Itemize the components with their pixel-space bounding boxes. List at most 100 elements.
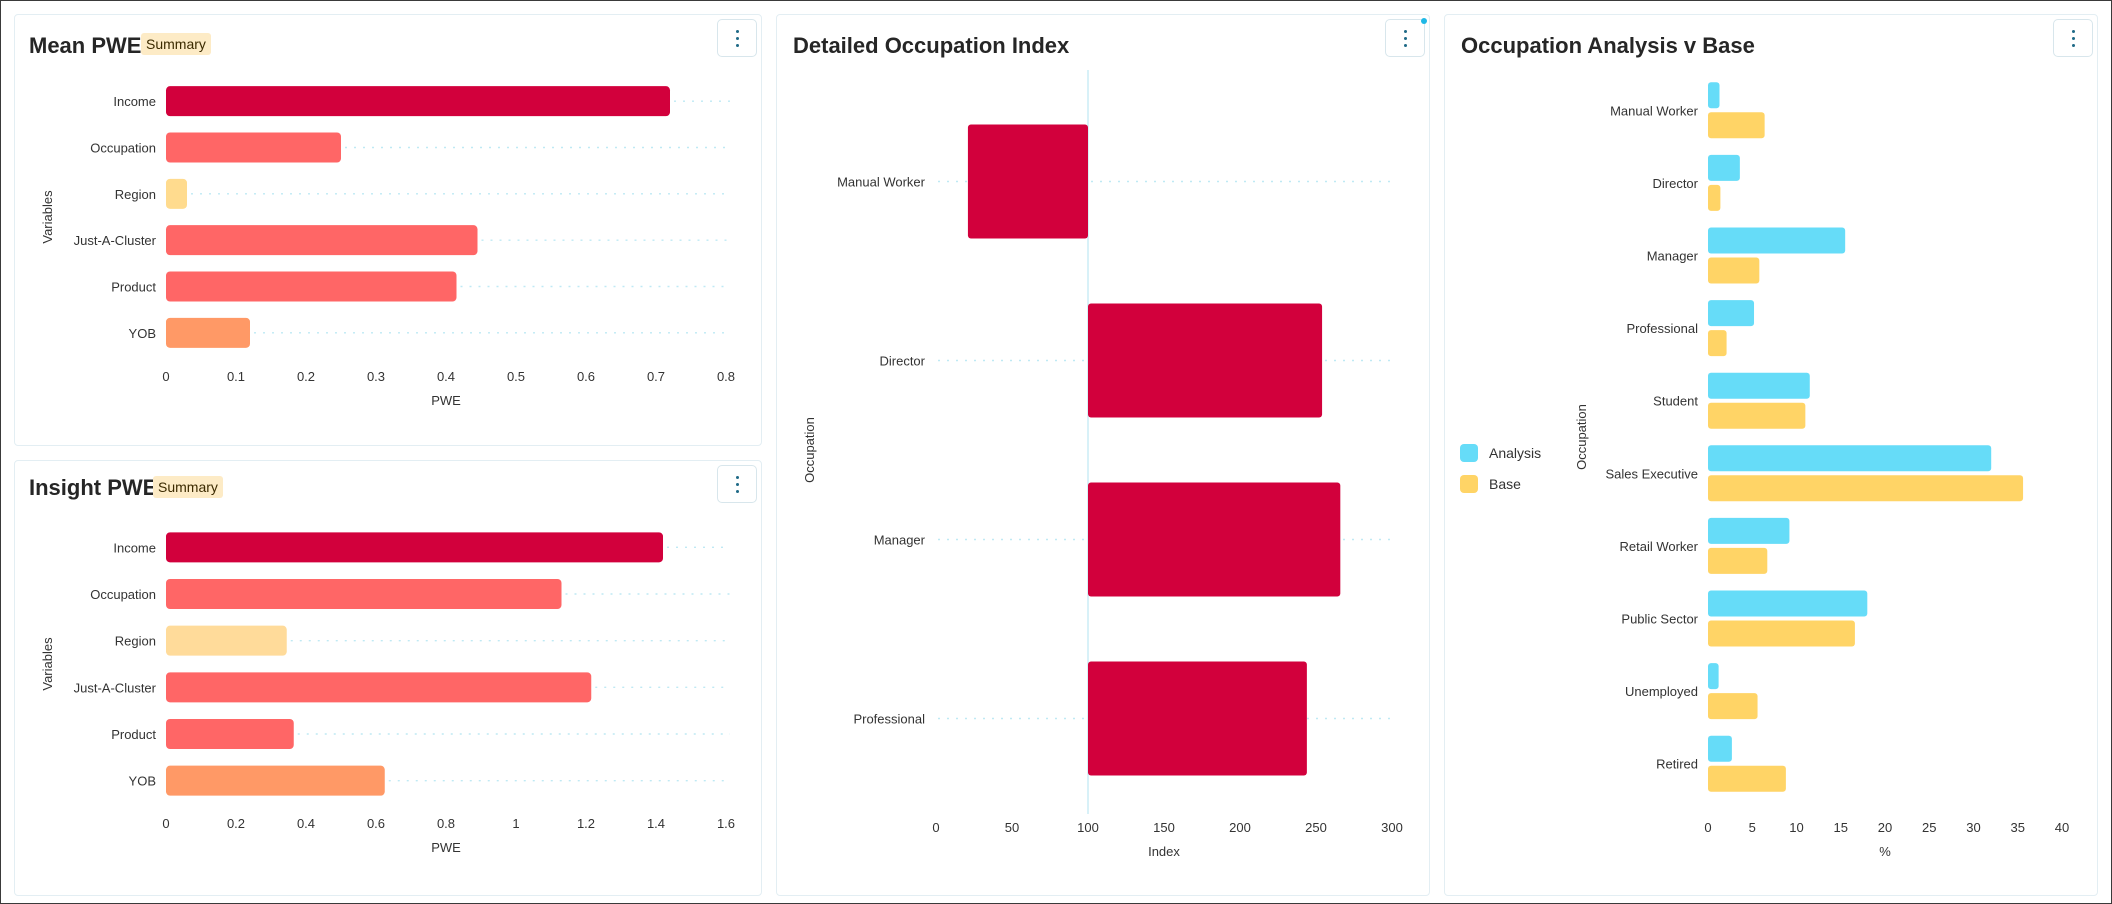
occupation_analysis-bar-base-manual-worker (1708, 112, 1765, 139)
insight_pwe-tick-label: 1 (512, 816, 519, 831)
occupation_analysis-tick-label: 15 (1834, 820, 1848, 835)
occupation_analysis-category-label-manual-worker: Manual Worker (1610, 103, 1699, 118)
occupation_analysis-bar-analysis-manager (1708, 227, 1846, 254)
occupation_analysis-tick-label: 25 (1922, 820, 1936, 835)
occupation_analysis-category-label-public-sector: Public Sector (1621, 612, 1698, 627)
mean_pwe-bar-just-a-cluster (166, 225, 478, 256)
occupation_analysis-category-label-manager: Manager (1647, 249, 1699, 264)
occupation_analysis-tick-label: 40 (2055, 820, 2069, 835)
detailed_occupation-tick-label: 50 (1005, 820, 1019, 835)
occupation_analysis-tick-label: 20 (1878, 820, 1892, 835)
occupation_analysis-bar-base-student (1708, 402, 1806, 429)
mean_pwe-tick-label: 0 (162, 369, 169, 384)
occupation_analysis-chart: Manual Worker Director Manager Professional… (1460, 82, 2069, 859)
insight_pwe-x-axis-label: PWE (431, 840, 461, 855)
detailed_occupation-category-label-director: Director (879, 354, 925, 369)
mean-pwe-summary-badge[interactable]: Summary (141, 33, 211, 55)
insight_pwe-tick-label: 0.4 (297, 816, 315, 831)
detailed_occupation-bar-manual-worker (967, 124, 1088, 239)
detailed_occupation-tick-label: 200 (1229, 820, 1251, 835)
occupation_analysis-bar-base-manager (1708, 257, 1760, 284)
insight_pwe-tick-label: 1.2 (577, 816, 595, 831)
mean_pwe-tick-label: 0.2 (297, 369, 315, 384)
occupation_analysis-bar-analysis-student (1708, 372, 1810, 399)
occupation_analysis-bar-base-professional (1708, 330, 1727, 357)
insight_pwe-bar-yob (166, 765, 385, 796)
kebab-dot-icon (736, 30, 739, 33)
occupation_analysis-category-label-professional: Professional (1626, 321, 1698, 336)
kebab-dot-icon (1404, 30, 1407, 33)
insight_pwe-chart: Income Occupation Region Just-A-Cluster Prod… (40, 532, 735, 855)
mean_pwe-bar-yob (166, 317, 250, 348)
detailed-occupation-menu-button[interactable] (1385, 19, 1425, 57)
occupation_analysis-legend-label-base: Base (1489, 476, 1521, 492)
mean_pwe-category-label-occupation: Occupation (90, 141, 156, 156)
detailed_occupation-tick-label: 150 (1153, 820, 1175, 835)
insight_pwe-category-label-region: Region (115, 634, 156, 649)
notification-dot-icon (1421, 18, 1427, 24)
insight-pwe-summary-badge[interactable]: Summary (153, 476, 223, 498)
detailed_occupation-tick-label: 0 (932, 820, 939, 835)
occupation_analysis-category-label-student: Student (1653, 394, 1698, 409)
insight-pwe-menu-button[interactable] (717, 465, 757, 503)
occupation_analysis-bar-base-retail-worker (1708, 547, 1768, 574)
insight_pwe-category-label-product: Product (111, 727, 156, 742)
insight_pwe-bar-occupation (166, 579, 562, 609)
detailed_occupation-bar-director (1088, 303, 1323, 418)
occupation_analysis-bar-analysis-director (1708, 154, 1740, 181)
insight_pwe-tick-label: 1.4 (647, 816, 665, 831)
insight_pwe-tick-label: 0.6 (367, 816, 385, 831)
mean-pwe-title: Mean PWE (29, 33, 142, 58)
kebab-dot-icon (2072, 30, 2075, 33)
occupation_analysis-tick-label: 10 (1789, 820, 1803, 835)
occupation_analysis-bar-base-director (1708, 184, 1721, 211)
insight_pwe-category-label-yob: YOB (129, 774, 156, 789)
mean_pwe-chart: Income Occupation Region Just-A-Cluster Prod… (40, 86, 735, 408)
occupation_analysis-legend-swatch-base (1460, 475, 1478, 493)
detailed_occupation-chart: Manual Worker Director Manager Professional… (802, 70, 1403, 859)
occupation_analysis-bar-analysis-unemployed (1708, 663, 1719, 690)
occupation_analysis-tick-label: 0 (1704, 820, 1711, 835)
mean_pwe-category-label-region: Region (115, 187, 156, 202)
insight_pwe-category-label-income: Income (113, 540, 156, 555)
mean_pwe-bar-region (166, 178, 187, 209)
detailed_occupation-y-axis-label: Occupation (802, 417, 817, 483)
occupation_analysis-legend: Analysis Base (1460, 444, 1541, 493)
occupation_analysis-bar-analysis-professional (1708, 300, 1755, 327)
occupation_analysis-category-label-retired: Retired (1656, 757, 1698, 772)
occupation_analysis-tick-label: 5 (1749, 820, 1756, 835)
mean_pwe-tick-label: 0.3 (367, 369, 385, 384)
mean_pwe-y-axis-label: Variables (40, 190, 55, 244)
detailed_occupation-category-label-manager: Manager (874, 533, 926, 548)
mean_pwe-tick-label: 0.5 (507, 369, 525, 384)
mean_pwe-category-label-product: Product (111, 280, 156, 295)
occupation_analysis-bar-base-public-sector (1708, 620, 1855, 647)
occupation_analysis-legend-label-analysis: Analysis (1489, 445, 1541, 461)
mean_pwe-x-axis-label: PWE (431, 393, 461, 408)
mean-pwe-menu-button[interactable] (717, 19, 757, 57)
insight_pwe-bar-just-a-cluster (166, 672, 592, 703)
occupation-analysis-menu-button[interactable] (2053, 19, 2093, 57)
occupation_analysis-bar-analysis-public-sector (1708, 590, 1868, 617)
occupation_analysis-y-axis-label: Occupation (1574, 404, 1589, 470)
occupation_analysis-bar-base-sales-executive (1708, 475, 2024, 502)
occupation_analysis-category-label-director: Director (1652, 176, 1698, 191)
kebab-dot-icon (1404, 44, 1407, 47)
detailed_occupation-bar-professional (1088, 661, 1307, 776)
detailed-occupation-panel: Detailed Occupation Index (776, 14, 1430, 896)
mean-pwe-panel: Mean PWE Summary (14, 14, 762, 446)
mean_pwe-tick-label: 0.8 (717, 369, 735, 384)
kebab-dot-icon (736, 37, 739, 40)
detailed_occupation-bar-manager (1088, 482, 1341, 597)
insight_pwe-y-axis-label: Variables (40, 637, 55, 691)
mean_pwe-tick-label: 0.7 (647, 369, 665, 384)
occupation_analysis-bar-analysis-retail-worker (1708, 517, 1790, 544)
occupation_analysis-category-label-sales-executive: Sales Executive (1606, 466, 1699, 481)
occupation_analysis-bar-analysis-retired (1708, 735, 1732, 762)
occupation_analysis-bar-analysis-sales-executive (1708, 445, 1992, 472)
kebab-dot-icon (2072, 44, 2075, 47)
insight_pwe-tick-label: 0.8 (437, 816, 455, 831)
detailed_occupation-tick-label: 100 (1077, 820, 1099, 835)
insight_pwe-bar-product (166, 719, 294, 749)
mean_pwe-tick-label: 0.6 (577, 369, 595, 384)
